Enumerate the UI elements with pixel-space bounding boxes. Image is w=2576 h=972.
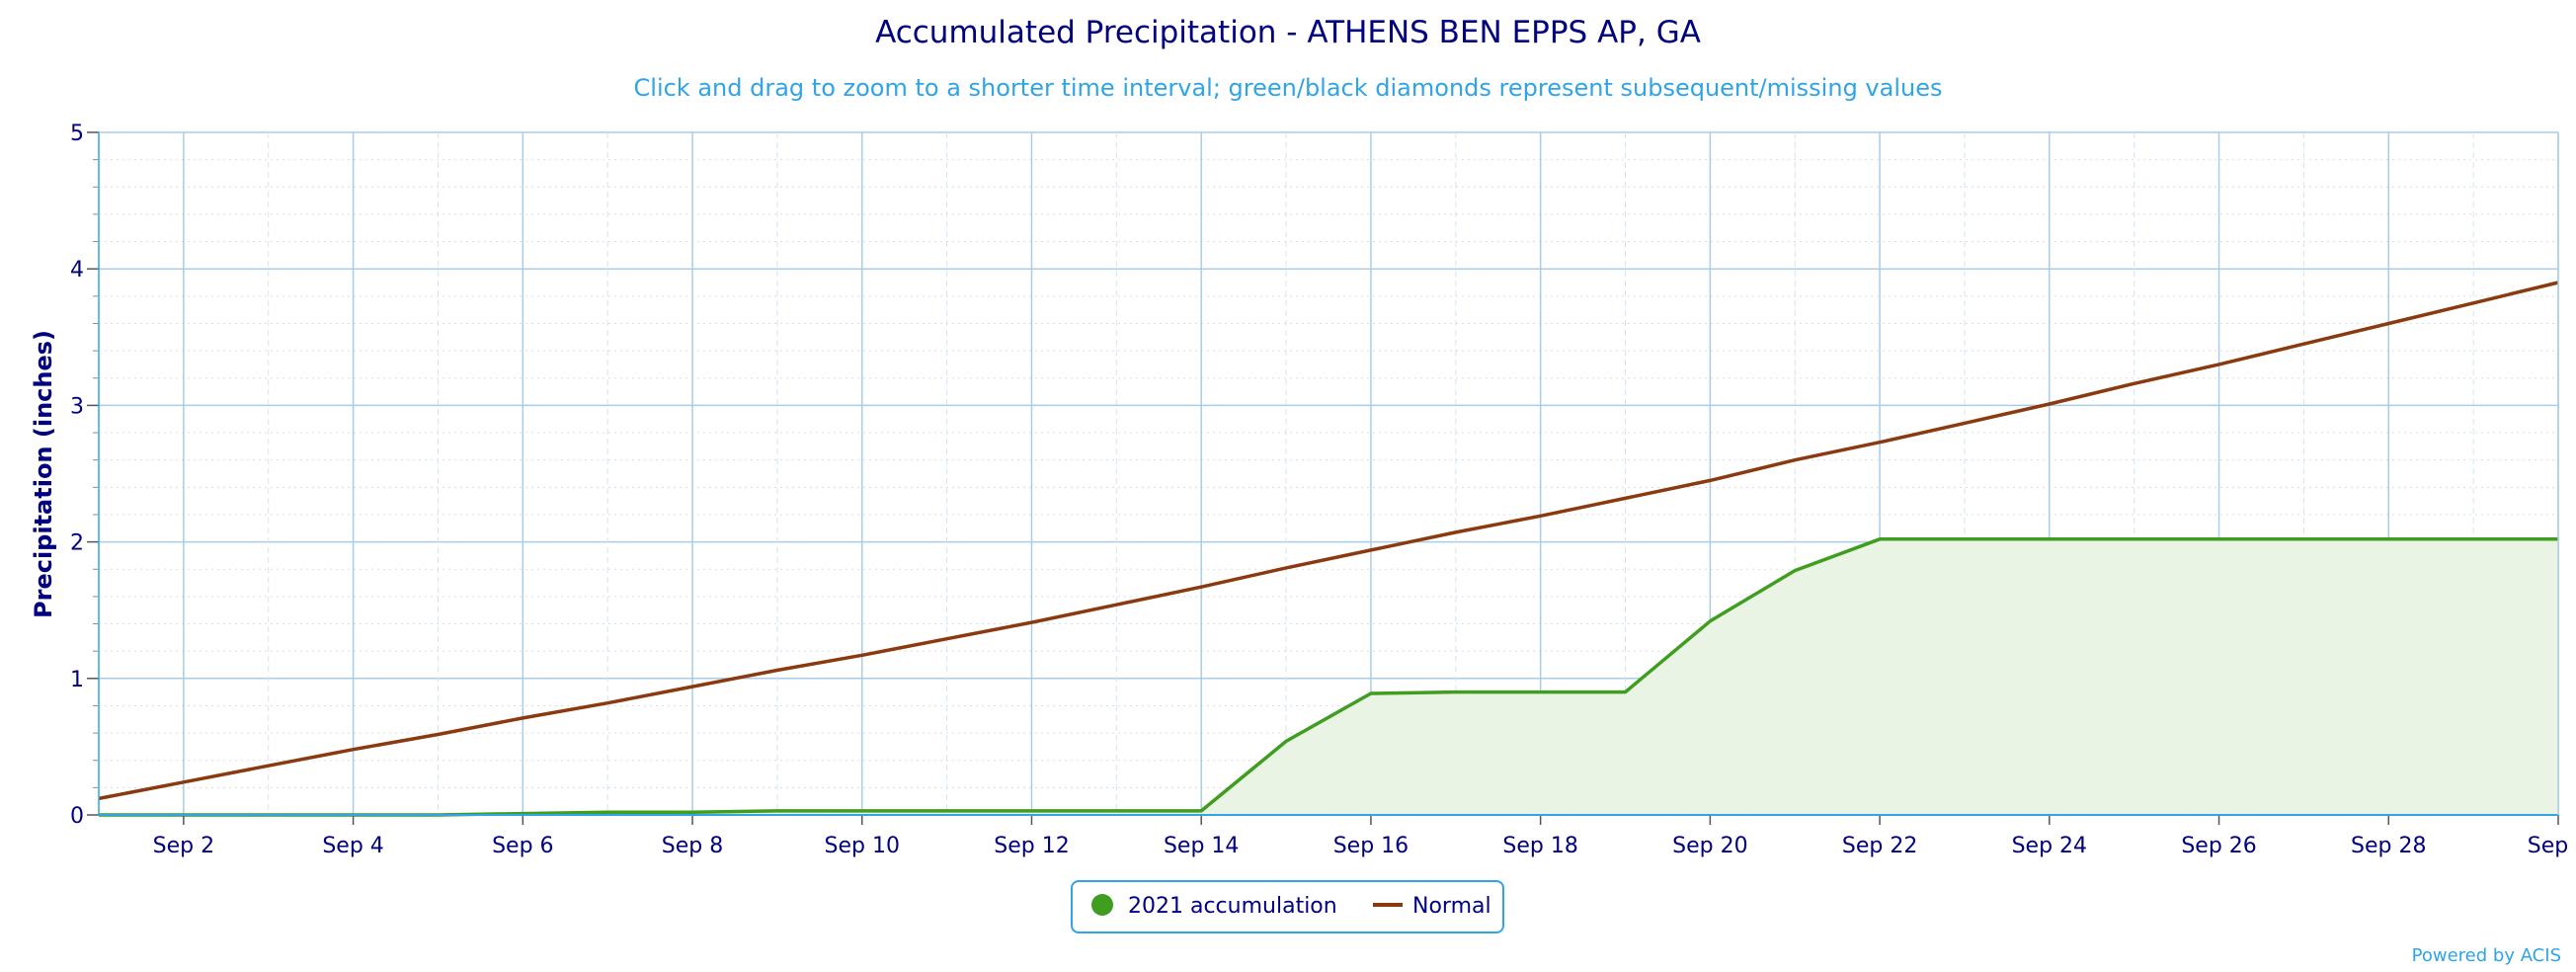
- legend-2021-accumulation-label: 2021 accumulation: [1128, 894, 1337, 919]
- axis-layer: 0 1 2 3 4 5 Sep 2 Sep 4 Sep 6 Sep 8 Sep 10 Sep 12 Se…: [70, 122, 2576, 858]
- chart-subtitle: Click and drag to zoom to a shorter time…: [634, 74, 1943, 102]
- x-tick-label: Sep 8: [662, 834, 723, 858]
- y-tick-label: 3: [70, 394, 84, 419]
- x-tick-label: Sep 10: [825, 834, 900, 858]
- area-layer: [99, 538, 2558, 815]
- x-tick-label: Sep 20: [1672, 834, 1747, 858]
- x-tick-label: Sep 26: [2181, 834, 2256, 858]
- x-tick-label: Sep 4: [322, 834, 383, 858]
- x-tick-label: Sep 28: [2351, 834, 2426, 858]
- legend-normal-label: Normal: [1412, 894, 1491, 919]
- x-tick-label: Sep 14: [1164, 834, 1239, 858]
- x-tick-label: Sep 12: [994, 834, 1069, 858]
- line-layer: [98, 281, 2559, 817]
- y-tick-label: 1: [70, 668, 84, 692]
- series-normal-line[interactable]: [98, 281, 2559, 801]
- legend-box: [1071, 880, 1504, 933]
- powered-by-link[interactable]: Powered by ACIS: [2412, 945, 2561, 966]
- legend-item-normal[interactable]: Normal: [1373, 894, 1491, 919]
- y-axis-title: Precipitation (inches): [30, 330, 57, 618]
- x-tick-label: Sep 2: [153, 834, 214, 858]
- x-tick-label: Sep 16: [1333, 834, 1409, 858]
- series-2021-accumulation-area: [99, 538, 2558, 815]
- y-tick-label: 0: [70, 804, 84, 829]
- x-tick-label: Sep 22: [1842, 834, 1917, 858]
- legend-item-2021-accumulation[interactable]: 2021 accumulation: [1091, 894, 1337, 919]
- chart-title: Accumulated Precipitation - ATHENS BEN E…: [875, 15, 1701, 50]
- x-tick-label: Sep 3: [2528, 834, 2576, 858]
- x-tick-label: Sep 24: [2012, 834, 2087, 858]
- x-tick-label: Sep 18: [1502, 834, 1577, 858]
- x-tick-label: Sep 6: [492, 834, 553, 858]
- y-tick-label: 2: [70, 531, 84, 556]
- legend-2021-accumulation-marker-icon: [1091, 894, 1113, 916]
- y-tick-label: 4: [70, 258, 84, 283]
- y-tick-label: 5: [70, 122, 84, 146]
- series-2021-accumulation-line[interactable]: [99, 537, 2558, 817]
- grid-layer: [98, 131, 2559, 816]
- chart-legend[interactable]: 2021 accumulation Normal: [1071, 880, 1504, 933]
